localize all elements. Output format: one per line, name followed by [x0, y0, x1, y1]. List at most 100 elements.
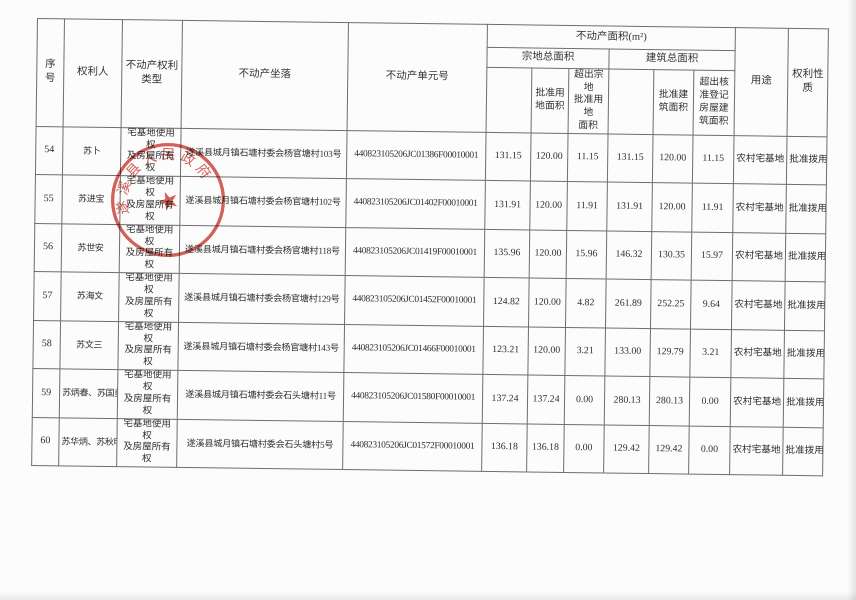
- col-header-bldg-total: [608, 68, 654, 135]
- cell-land-total: 135.96: [484, 229, 530, 279]
- cell-right-type: 宅基地使用权 及房屋所有权: [119, 175, 181, 226]
- cell-right-nature: 批准拨用: [785, 232, 826, 283]
- cell-use: 农村宅基地: [732, 183, 787, 233]
- col-header-location: 不动产坐落: [181, 20, 349, 131]
- cell-bldg-total: 131.15: [607, 133, 654, 183]
- cell-owner: 苏华炳、苏秋明: [58, 417, 118, 467]
- header-row-1: 序 号 权利人 不动产权利 类型 不动产坐落 不动产单元号 不动产面积(m²) …: [36, 18, 829, 137]
- cell-bldg-approved: 129.42: [648, 425, 690, 475]
- cell-location: 遂溪县城月镇石塘村委会杨官塘村129号: [178, 273, 346, 325]
- cell-location: 遂溪县城月镇石塘村委会杨官塘村103号: [180, 128, 348, 179]
- property-register-table: 序 号 权利人 不动产权利 类型 不动产坐落 不动产单元号 不动产面积(m²) …: [31, 18, 829, 477]
- cell-serial-number: 60: [31, 417, 60, 466]
- cell-right-type: 宅基地使用权 及房屋所有权: [117, 321, 179, 371]
- cell-land-excess: 11.91: [566, 181, 608, 231]
- col-header-land-approved: 批准用 地面积: [531, 67, 569, 134]
- cell-bldg-excess: 0.00: [689, 377, 731, 427]
- cell-land-total: 124.82: [483, 277, 530, 327]
- cell-bldg-total: 131.91: [606, 182, 653, 232]
- cell-land-total: 137.24: [482, 374, 528, 424]
- cell-right-nature: 批准拨用: [783, 378, 824, 428]
- cell-land-excess: 3.21: [564, 327, 606, 377]
- col-header-serial: 序 号: [36, 18, 65, 127]
- cell-serial-number: 56: [34, 223, 62, 273]
- cell-bldg-excess: 15.97: [691, 231, 733, 281]
- cell-unit-number: 440823105206JC01580F00010001: [343, 372, 483, 424]
- cell-bldg-total: 129.42: [603, 424, 650, 474]
- table-row: 60 苏华炳、苏秋明 宅基地使用权 及房屋所有权 遂溪县城月镇石塘村委会石头塘村…: [31, 417, 824, 476]
- cell-use: 农村宅基地: [730, 329, 785, 379]
- cell-right-nature: 批准拨用: [785, 184, 827, 234]
- cell-use: 农村宅基地: [730, 377, 784, 427]
- cell-land-approved: 137.24: [527, 375, 565, 425]
- col-header-bldg-excess: 超出核 准登记 房屋建 筑面积: [693, 70, 735, 136]
- cell-use: 农村宅基地: [729, 426, 784, 476]
- cell-right-type: 宅基地使用权 及房屋所有权: [118, 272, 180, 323]
- cell-owner: 苏进宝: [61, 175, 121, 225]
- cell-land-excess: 0.00: [564, 375, 605, 425]
- cell-serial-number: 59: [32, 368, 60, 418]
- register-table-container: 序 号 权利人 不动产权利 类型 不动产坐落 不动产单元号 不动产面积(m²) …: [31, 18, 829, 477]
- cell-land-approved: 120.00: [527, 326, 566, 376]
- cell-use: 农村宅基地: [731, 280, 786, 330]
- cell-bldg-total: 133.00: [604, 327, 651, 377]
- cell-unit-number: 440823105206JC01419F00010001: [345, 227, 485, 278]
- cell-bldg-approved: 120.00: [652, 134, 694, 184]
- cell-right-type: 宅基地使用权 及房屋所有权: [119, 224, 180, 274]
- cell-right-type: 宅基地使用权 及房屋所有权: [120, 127, 182, 177]
- cell-bldg-total: 261.89: [605, 279, 652, 329]
- cell-serial-number: 54: [35, 126, 64, 176]
- cell-location: 遂溪县城月镇石塘村委会杨官塘村102号: [179, 176, 347, 228]
- cell-land-approved: 120.00: [529, 229, 567, 279]
- cell-bldg-excess: 11.91: [691, 183, 734, 233]
- cell-land-excess: 11.15: [567, 133, 609, 183]
- cell-unit-number: 440823105206JC01386F00010001: [346, 130, 487, 181]
- cell-bldg-approved: 120.00: [651, 182, 693, 232]
- col-header-nature: 权利性质: [787, 28, 829, 137]
- cell-location: 遂溪县城月镇石塘村委会石头塘村11号: [177, 370, 344, 422]
- cell-bldg-excess: 9.64: [690, 280, 733, 330]
- col-header-use: 用途: [734, 27, 789, 137]
- cell-location: 遂溪县城月镇石塘村委会杨官塘村143号: [177, 322, 345, 373]
- cell-land-approved: 120.00: [528, 278, 567, 328]
- cell-bldg-approved: 280.13: [649, 376, 690, 426]
- col-header-land-excess: 超出宗地 批准用地 面积: [568, 68, 609, 134]
- cell-owner: 苏文三: [59, 320, 119, 370]
- cell-bldg-excess: 3.21: [689, 328, 732, 378]
- cell-location: 遂溪县城月镇石塘村委会杨官塘村118号: [179, 225, 346, 276]
- col-header-land-group: 宗地总面积: [486, 47, 610, 69]
- cell-right-nature: 批准拨用: [783, 329, 825, 380]
- cell-unit-number: 440823105206JC01402F00010001: [345, 178, 486, 230]
- cell-bldg-approved: 130.35: [651, 231, 692, 281]
- cell-owner: 苏海文: [60, 272, 120, 322]
- cell-right-nature: 批准拨用: [784, 281, 826, 331]
- cell-serial-number: 57: [33, 271, 62, 321]
- cell-land-approved: 136.18: [526, 423, 565, 473]
- cell-serial-number: 55: [34, 174, 63, 224]
- cell-unit-number: 440823105206JC01572F00010001: [342, 421, 483, 472]
- cell-use: 农村宅基地: [732, 232, 786, 282]
- scan-edge-shadow-right: [847, 0, 856, 600]
- cell-bldg-excess: 11.15: [692, 134, 735, 184]
- cell-land-total: 136.18: [481, 423, 528, 473]
- col-header-land-total: [486, 67, 532, 133]
- cell-bldg-total: 280.13: [604, 376, 650, 426]
- col-header-bldg-approved: 批准建 筑面积: [653, 69, 694, 135]
- cell-location: 遂溪县城月镇石塘村委会石头塘村5号: [176, 419, 344, 470]
- col-header-unit-no: 不动产单元号: [347, 22, 488, 133]
- cell-unit-number: 440823105206JC01466F00010001: [343, 324, 484, 375]
- cell-owner: 苏世安: [61, 223, 120, 273]
- cell-right-type: 宅基地使用权 及房屋所有权: [116, 418, 178, 468]
- cell-bldg-excess: 0.00: [688, 425, 731, 475]
- cell-serial-number: 58: [32, 320, 61, 370]
- cell-use: 农村宅基地: [733, 135, 788, 185]
- col-header-right-type: 不动产权利 类型: [121, 19, 183, 129]
- cell-right-nature: 批准拨用: [786, 136, 828, 186]
- cell-land-excess: 0.00: [563, 424, 605, 474]
- cell-land-total: 123.21: [482, 326, 529, 376]
- col-header-bldg-group: 建筑总面积: [608, 48, 736, 71]
- cell-owner: 苏卜: [62, 126, 122, 176]
- cell-right-type: 宅基地使用权 及房屋所有权: [117, 369, 178, 420]
- cell-owner: 苏炳春、苏国勇: [59, 369, 118, 419]
